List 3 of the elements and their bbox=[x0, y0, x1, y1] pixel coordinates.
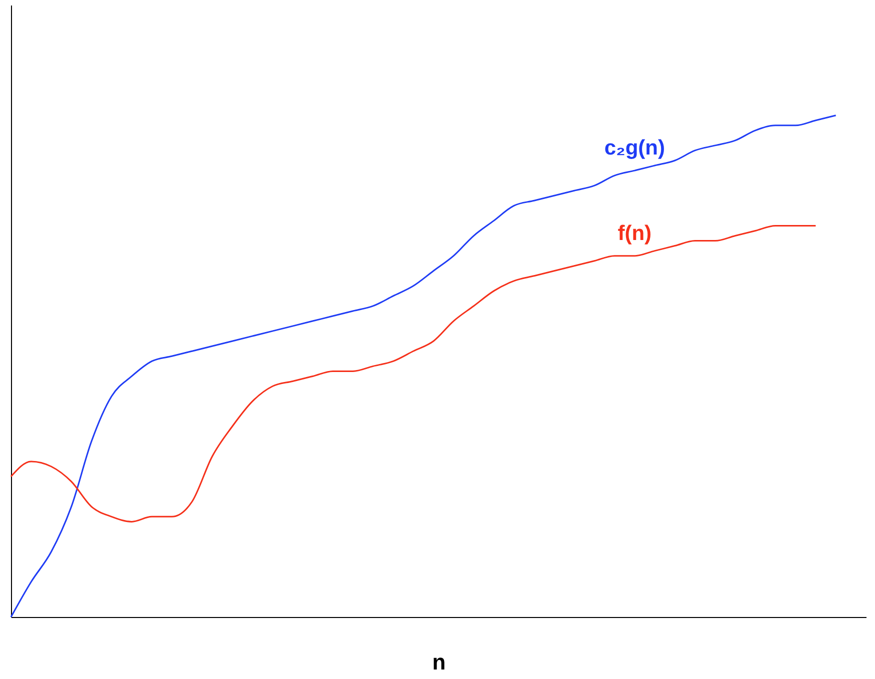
series-label: f(n) bbox=[618, 222, 652, 245]
series-label: c₂g(n) bbox=[604, 136, 665, 160]
x-axis-title: n bbox=[432, 650, 446, 674]
